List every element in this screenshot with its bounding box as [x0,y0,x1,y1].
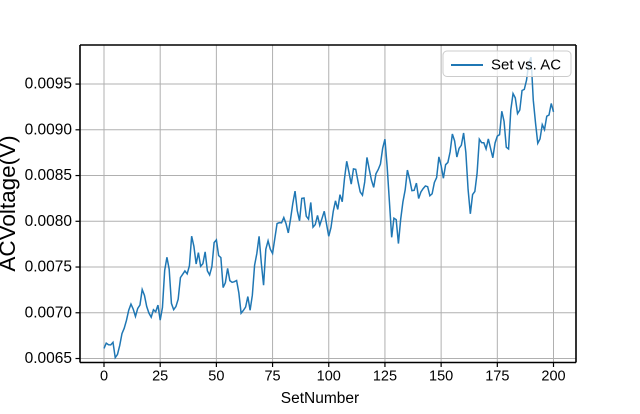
svg-text:0.0075: 0.0075 [25,259,72,276]
svg-text:200: 200 [541,369,565,385]
svg-text:SetNumber: SetNumber [281,390,359,407]
svg-text:ACVoltage(V): ACVoltage(V) [0,135,20,271]
svg-text:25: 25 [152,369,168,385]
svg-text:100: 100 [317,369,341,385]
svg-text:0.0090: 0.0090 [25,121,73,138]
svg-text:0.0095: 0.0095 [25,76,72,93]
svg-text:0: 0 [100,369,108,385]
svg-text:175: 175 [485,369,509,385]
svg-text:0.0080: 0.0080 [25,213,73,230]
svg-text:75: 75 [264,369,280,385]
svg-text:0.0085: 0.0085 [25,167,72,184]
svg-text:0.0065: 0.0065 [25,350,72,367]
svg-text:150: 150 [429,369,453,385]
svg-text:0.0070: 0.0070 [25,304,73,321]
svg-text:Set vs. AC: Set vs. AC [491,57,561,74]
svg-text:125: 125 [373,369,397,385]
svg-text:50: 50 [208,369,224,385]
